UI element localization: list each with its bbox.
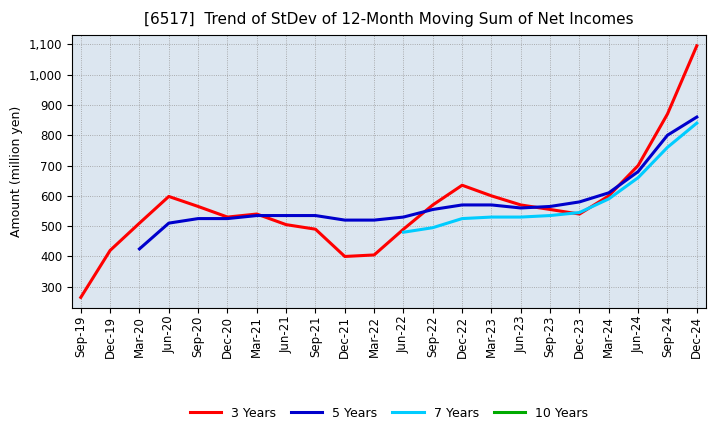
7 Years [546, 213, 554, 218]
3 Years [634, 163, 642, 168]
5 Years [194, 216, 202, 221]
7 Years [575, 210, 584, 215]
3 Years [106, 248, 114, 253]
Line: 5 Years: 5 Years [140, 117, 697, 249]
3 Years [428, 202, 437, 208]
5 Years [253, 213, 261, 218]
3 Years [282, 222, 290, 227]
7 Years [428, 225, 437, 230]
Y-axis label: Amount (million yen): Amount (million yen) [10, 106, 23, 237]
5 Years [370, 217, 379, 223]
3 Years [370, 252, 379, 257]
5 Years [282, 213, 290, 218]
7 Years [605, 196, 613, 202]
3 Years [487, 193, 496, 198]
5 Years [311, 213, 320, 218]
7 Years [516, 214, 525, 220]
5 Years [605, 190, 613, 195]
5 Years [516, 205, 525, 211]
7 Years [487, 214, 496, 220]
Line: 7 Years: 7 Years [403, 123, 697, 232]
3 Years [164, 194, 173, 199]
5 Years [428, 207, 437, 212]
Line: 3 Years: 3 Years [81, 46, 697, 297]
3 Years [341, 254, 349, 259]
7 Years [693, 121, 701, 126]
5 Years [546, 204, 554, 209]
5 Years [458, 202, 467, 208]
3 Years [663, 111, 672, 117]
5 Years [399, 214, 408, 220]
3 Years [223, 214, 232, 220]
7 Years [663, 145, 672, 150]
Title: [6517]  Trend of StDev of 12-Month Moving Sum of Net Incomes: [6517] Trend of StDev of 12-Month Moving… [144, 12, 634, 27]
5 Years [663, 132, 672, 138]
5 Years [135, 246, 144, 252]
3 Years [399, 227, 408, 232]
Legend: 3 Years, 5 Years, 7 Years, 10 Years: 3 Years, 5 Years, 7 Years, 10 Years [184, 402, 593, 425]
5 Years [341, 217, 349, 223]
5 Years [164, 220, 173, 226]
5 Years [575, 199, 584, 205]
7 Years [634, 175, 642, 180]
5 Years [634, 169, 642, 174]
3 Years [194, 204, 202, 209]
3 Years [575, 211, 584, 216]
5 Years [487, 202, 496, 208]
5 Years [223, 216, 232, 221]
3 Years [253, 211, 261, 216]
3 Years [311, 227, 320, 232]
3 Years [458, 183, 467, 188]
3 Years [605, 193, 613, 198]
7 Years [458, 216, 467, 221]
3 Years [135, 220, 144, 226]
3 Years [76, 295, 85, 300]
3 Years [546, 207, 554, 212]
5 Years [693, 114, 701, 120]
3 Years [516, 202, 525, 208]
7 Years [399, 230, 408, 235]
3 Years [693, 43, 701, 48]
